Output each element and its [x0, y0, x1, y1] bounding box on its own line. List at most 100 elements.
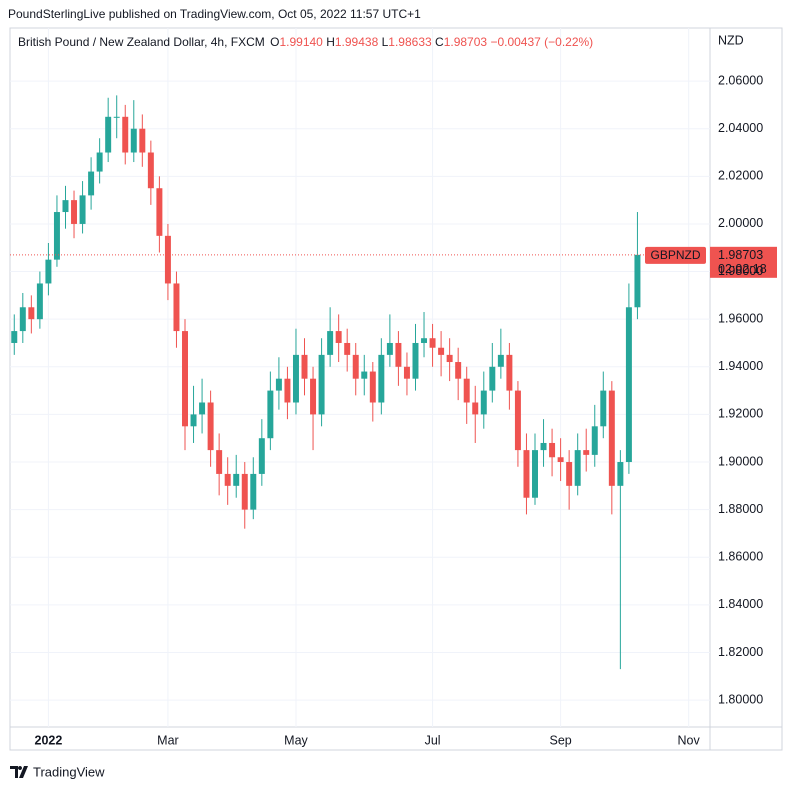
candle-body	[455, 362, 462, 379]
y-tick-label: 2.00000	[718, 216, 763, 230]
y-tick-label: 1.86000	[718, 550, 763, 564]
header: PoundSterlingLive published on TradingVi…	[8, 7, 421, 21]
candle-body	[352, 354, 359, 379]
legend-symbol: British Pound / New Zealand Dollar, 4h, …	[18, 35, 265, 49]
candle-body	[45, 259, 52, 284]
candle-body	[497, 354, 504, 367]
candle-body	[36, 283, 43, 320]
candle-body	[233, 473, 240, 486]
candle-body	[139, 128, 146, 153]
candle-body	[480, 390, 487, 415]
grid	[10, 28, 710, 727]
candle-body	[634, 254, 641, 308]
candle-body	[310, 378, 317, 415]
symbol-tag-bg	[645, 246, 706, 264]
candle-body	[71, 200, 78, 224]
candle-body	[28, 307, 35, 320]
y-tick-label: 2.02000	[718, 169, 763, 183]
candle-body	[532, 450, 538, 498]
candle-body	[591, 426, 598, 455]
footer: TradingView	[33, 764, 105, 779]
candle-body	[344, 342, 351, 355]
candle-body	[190, 414, 197, 427]
candle-body	[182, 331, 188, 427]
symbol-tag: GBPNZD	[650, 248, 700, 262]
y-tick-label: 1.80000	[718, 692, 763, 706]
candle-body	[216, 450, 223, 474]
x-tick-label: May	[284, 733, 308, 747]
candle-body	[395, 342, 402, 367]
candle-body	[540, 442, 547, 451]
y-tick-label: 1.88000	[718, 502, 763, 516]
candle-body	[463, 378, 470, 403]
candle-body	[583, 450, 590, 455]
candle-body	[19, 307, 26, 332]
countdown: 02:02:18	[718, 262, 767, 276]
y-tick-label: 1.98000	[718, 264, 763, 278]
candle-body	[361, 371, 368, 379]
candle-body	[96, 152, 103, 172]
last-price-bg	[710, 246, 777, 278]
candle-body	[147, 152, 154, 189]
y-tick-label: 1.94000	[718, 359, 763, 373]
legend-change: −0.00437 (−0.22%)	[490, 35, 593, 49]
currency: NZD	[718, 33, 744, 47]
candle-body	[446, 354, 453, 363]
x-tick-label: Mar	[157, 733, 179, 747]
candle-body	[113, 116, 120, 118]
candle-body	[267, 390, 274, 439]
candle-body	[549, 442, 556, 458]
y-tick-label: 2.04000	[718, 121, 763, 135]
candle-body	[625, 307, 632, 463]
candle-body	[164, 235, 171, 284]
legend-label: L	[382, 35, 389, 49]
candle-body	[173, 283, 180, 332]
candle-body	[429, 338, 436, 348]
candle-body	[608, 390, 615, 486]
candle-body	[292, 354, 299, 403]
logo	[10, 766, 28, 778]
candle-body	[79, 195, 86, 224]
candle-body	[105, 116, 112, 153]
candle-body	[224, 473, 231, 486]
candle-body	[11, 331, 18, 343]
candle-body	[301, 354, 308, 379]
x-tick-label: Nov	[678, 733, 701, 747]
x-tick-label: Jul	[425, 733, 441, 747]
candle-body	[250, 473, 257, 510]
legend-value: 1.99438	[335, 35, 379, 49]
legend-value: 1.99140	[279, 35, 323, 49]
candle-body	[506, 354, 513, 391]
candle-body	[617, 462, 624, 486]
y-tick-label: 1.92000	[718, 407, 763, 421]
candle-body	[523, 450, 530, 498]
legend: British Pound / New Zealand Dollar, 4h, …	[18, 35, 593, 49]
x-tick-label: Sep	[549, 733, 571, 747]
candle-body	[62, 200, 69, 213]
candle-body	[600, 390, 607, 427]
candle-body	[122, 116, 129, 153]
y-tick-label: 2.06000	[718, 73, 763, 87]
candle-body	[378, 354, 385, 403]
y-tick-label: 1.96000	[718, 311, 763, 325]
candle-body	[130, 128, 137, 153]
axes: 1.80000 1.82000 1.84000 1.86000 1.88000 1.900…	[35, 73, 764, 747]
candle-body	[438, 347, 445, 355]
candle-body	[557, 457, 564, 463]
candle-body	[472, 402, 479, 415]
candle-body	[199, 402, 206, 415]
candle-body	[369, 371, 376, 403]
candle-body	[386, 342, 393, 355]
candle-body	[284, 378, 291, 403]
candle-body	[412, 342, 419, 379]
candle-body	[327, 331, 334, 355]
legend-value: 1.98633	[388, 35, 432, 49]
candle-body	[489, 366, 496, 391]
candle-body	[207, 402, 214, 451]
y-tick-label: 1.84000	[718, 597, 763, 611]
candle-body	[514, 390, 521, 451]
candle-body	[258, 438, 265, 474]
candle-body	[241, 473, 248, 510]
